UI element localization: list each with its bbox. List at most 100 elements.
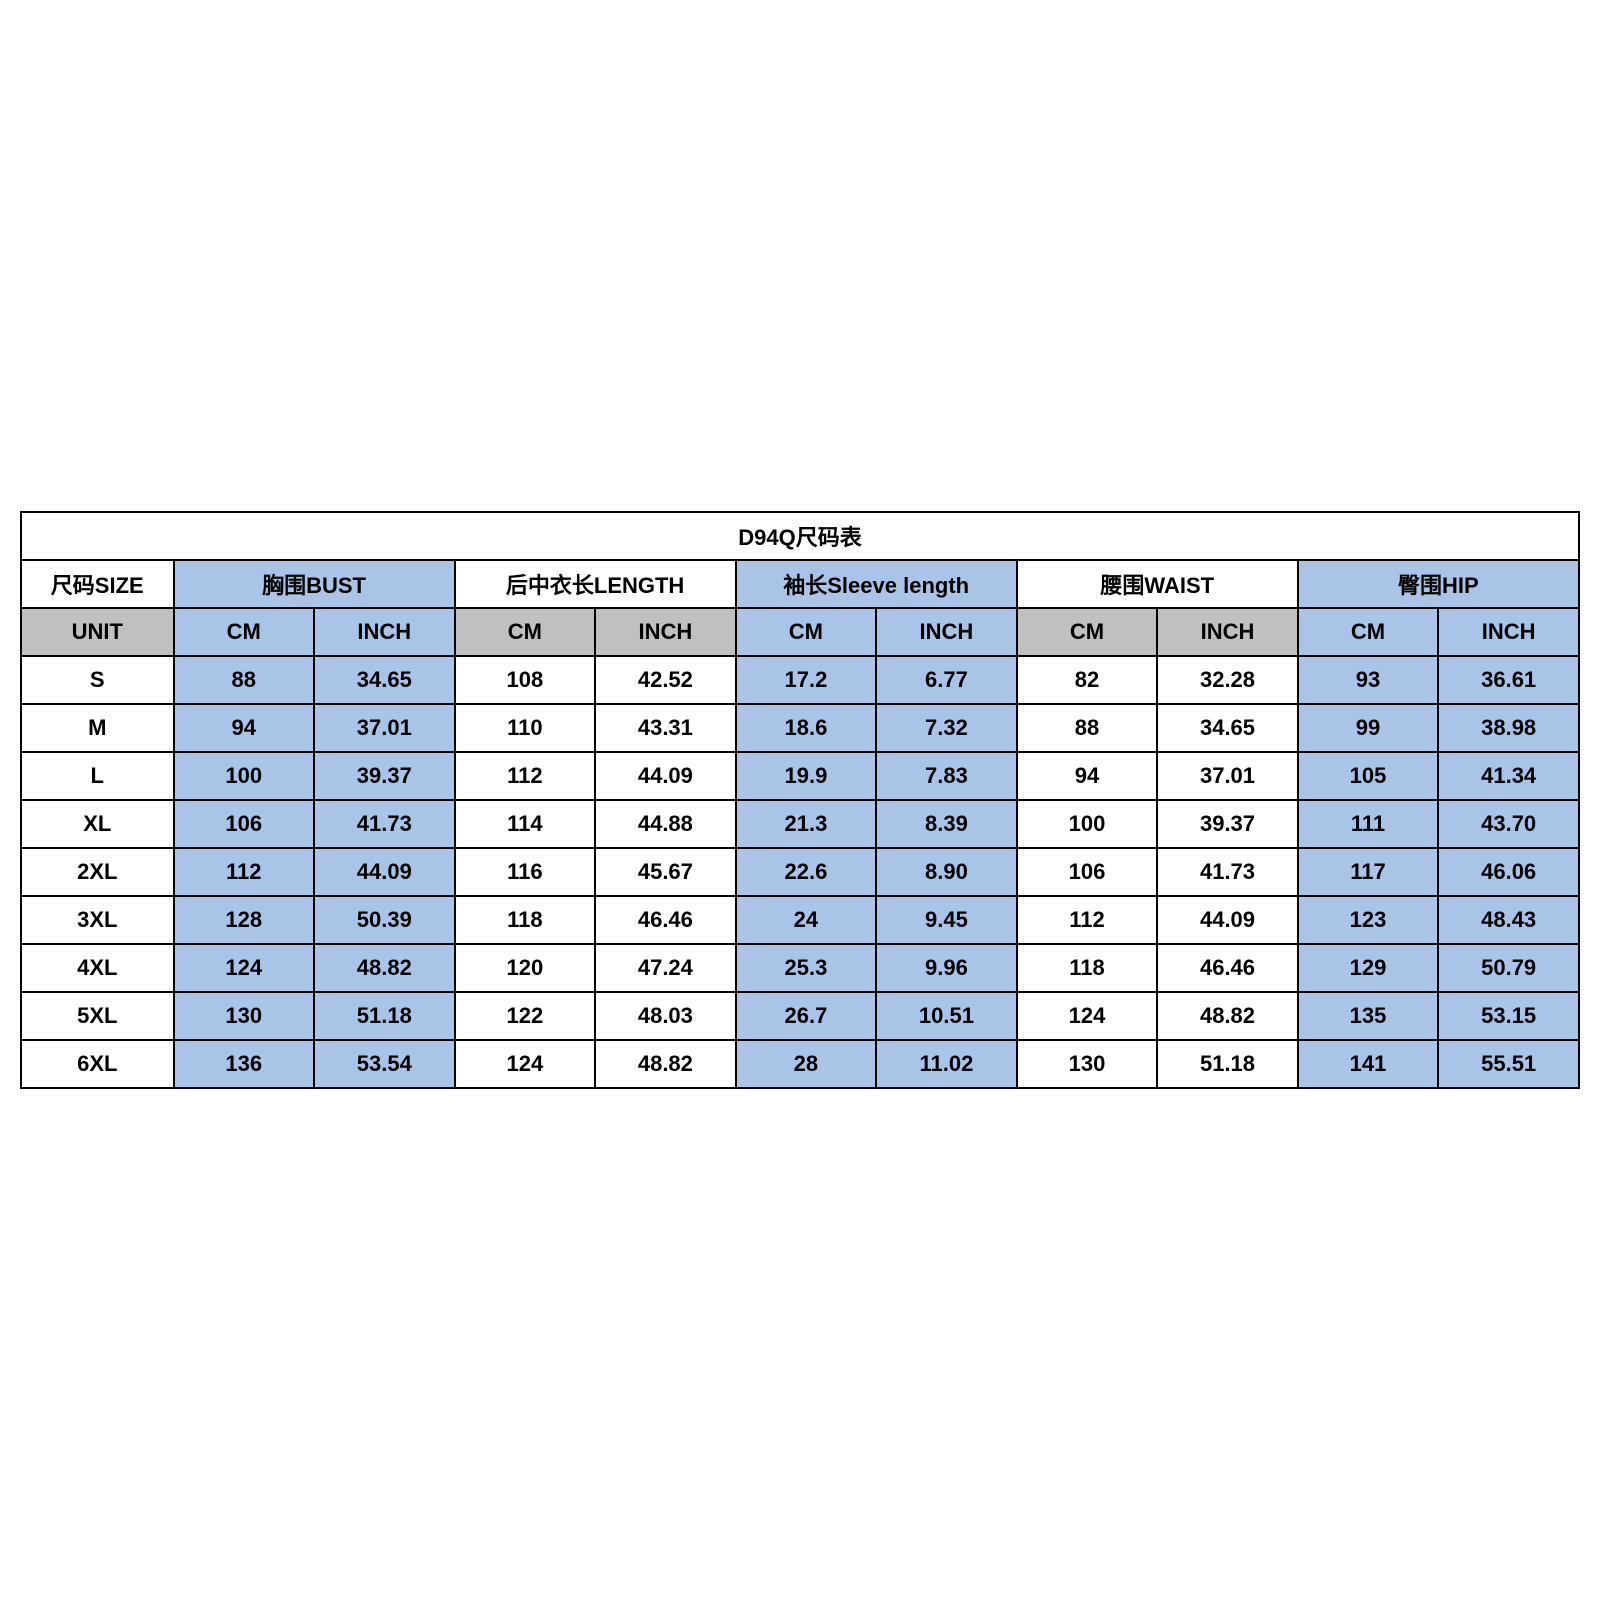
cell-waist-inch: 34.65 bbox=[1157, 704, 1298, 752]
table-row: XL10641.7311444.8821.38.3910039.3711143.… bbox=[21, 800, 1579, 848]
size-label: 5XL bbox=[21, 992, 174, 1040]
cell-sleeve-cm: 24 bbox=[736, 896, 877, 944]
cell-bust-cm: 106 bbox=[174, 800, 315, 848]
cell-hip-inch: 36.61 bbox=[1438, 656, 1579, 704]
size-chart: D94Q尺码表尺码SIZE胸围BUST后中衣长LENGTH袖长Sleeve le… bbox=[20, 511, 1580, 1089]
cell-sleeve-cm: 26.7 bbox=[736, 992, 877, 1040]
header-size: 尺码SIZE bbox=[21, 560, 174, 608]
cell-waist-inch: 51.18 bbox=[1157, 1040, 1298, 1088]
cell-waist-cm: 94 bbox=[1017, 752, 1158, 800]
cell-waist-inch: 37.01 bbox=[1157, 752, 1298, 800]
cell-hip-inch: 48.43 bbox=[1438, 896, 1579, 944]
cell-hip-inch: 46.06 bbox=[1438, 848, 1579, 896]
cell-hip-inch: 55.51 bbox=[1438, 1040, 1579, 1088]
cell-waist-inch: 41.73 bbox=[1157, 848, 1298, 896]
table-row: L10039.3711244.0919.97.839437.0110541.34 bbox=[21, 752, 1579, 800]
table-row: 3XL12850.3911846.46249.4511244.0912348.4… bbox=[21, 896, 1579, 944]
unit-cm-waist: CM bbox=[1017, 608, 1158, 656]
cell-hip-cm: 111 bbox=[1298, 800, 1439, 848]
unit-inch-hip: INCH bbox=[1438, 608, 1579, 656]
cell-waist-cm: 118 bbox=[1017, 944, 1158, 992]
cell-bust-inch: 53.54 bbox=[314, 1040, 455, 1088]
unit-cm-sleeve: CM bbox=[736, 608, 877, 656]
cell-hip-cm: 99 bbox=[1298, 704, 1439, 752]
cell-sleeve-inch: 10.51 bbox=[876, 992, 1017, 1040]
cell-bust-cm: 124 bbox=[174, 944, 315, 992]
cell-waist-inch: 44.09 bbox=[1157, 896, 1298, 944]
cell-length-inch: 45.67 bbox=[595, 848, 736, 896]
cell-length-inch: 43.31 bbox=[595, 704, 736, 752]
cell-bust-inch: 48.82 bbox=[314, 944, 455, 992]
cell-sleeve-cm: 21.3 bbox=[736, 800, 877, 848]
table-row: 6XL13653.5412448.822811.0213051.1814155.… bbox=[21, 1040, 1579, 1088]
cell-sleeve-inch: 7.83 bbox=[876, 752, 1017, 800]
size-label: 4XL bbox=[21, 944, 174, 992]
unit-cm-hip: CM bbox=[1298, 608, 1439, 656]
cell-bust-inch: 39.37 bbox=[314, 752, 455, 800]
cell-sleeve-inch: 6.77 bbox=[876, 656, 1017, 704]
cell-length-cm: 116 bbox=[455, 848, 596, 896]
cell-waist-inch: 32.28 bbox=[1157, 656, 1298, 704]
header-measure-length: 后中衣长LENGTH bbox=[455, 560, 736, 608]
cell-length-inch: 44.88 bbox=[595, 800, 736, 848]
cell-bust-cm: 94 bbox=[174, 704, 315, 752]
cell-length-inch: 47.24 bbox=[595, 944, 736, 992]
cell-length-inch: 48.03 bbox=[595, 992, 736, 1040]
cell-waist-inch: 46.46 bbox=[1157, 944, 1298, 992]
cell-sleeve-inch: 9.45 bbox=[876, 896, 1017, 944]
table-row: 5XL13051.1812248.0326.710.5112448.821355… bbox=[21, 992, 1579, 1040]
cell-hip-cm: 135 bbox=[1298, 992, 1439, 1040]
cell-waist-cm: 130 bbox=[1017, 1040, 1158, 1088]
size-label: L bbox=[21, 752, 174, 800]
cell-length-cm: 112 bbox=[455, 752, 596, 800]
cell-bust-cm: 136 bbox=[174, 1040, 315, 1088]
cell-hip-cm: 123 bbox=[1298, 896, 1439, 944]
cell-sleeve-inch: 9.96 bbox=[876, 944, 1017, 992]
header-measure-sleeve: 袖长Sleeve length bbox=[736, 560, 1017, 608]
cell-length-cm: 124 bbox=[455, 1040, 596, 1088]
unit-cm-bust: CM bbox=[174, 608, 315, 656]
cell-hip-inch: 43.70 bbox=[1438, 800, 1579, 848]
cell-bust-inch: 41.73 bbox=[314, 800, 455, 848]
cell-hip-inch: 41.34 bbox=[1438, 752, 1579, 800]
table-row: 2XL11244.0911645.6722.68.9010641.7311746… bbox=[21, 848, 1579, 896]
cell-bust-inch: 51.18 bbox=[314, 992, 455, 1040]
size-label: XL bbox=[21, 800, 174, 848]
cell-length-cm: 114 bbox=[455, 800, 596, 848]
cell-hip-cm: 129 bbox=[1298, 944, 1439, 992]
cell-sleeve-inch: 8.39 bbox=[876, 800, 1017, 848]
header-measure-hip: 臀围HIP bbox=[1298, 560, 1579, 608]
cell-length-cm: 110 bbox=[455, 704, 596, 752]
unit-inch-waist: INCH bbox=[1157, 608, 1298, 656]
cell-bust-cm: 88 bbox=[174, 656, 315, 704]
table-row: M9437.0111043.3118.67.328834.659938.98 bbox=[21, 704, 1579, 752]
cell-waist-cm: 100 bbox=[1017, 800, 1158, 848]
cell-length-inch: 42.52 bbox=[595, 656, 736, 704]
cell-sleeve-inch: 8.90 bbox=[876, 848, 1017, 896]
cell-sleeve-cm: 22.6 bbox=[736, 848, 877, 896]
cell-length-cm: 108 bbox=[455, 656, 596, 704]
table-row: 4XL12448.8212047.2425.39.9611846.4612950… bbox=[21, 944, 1579, 992]
cell-length-cm: 120 bbox=[455, 944, 596, 992]
size-label: S bbox=[21, 656, 174, 704]
cell-hip-inch: 53.15 bbox=[1438, 992, 1579, 1040]
unit-inch-bust: INCH bbox=[314, 608, 455, 656]
cell-sleeve-cm: 17.2 bbox=[736, 656, 877, 704]
cell-bust-inch: 37.01 bbox=[314, 704, 455, 752]
header-measure-bust: 胸围BUST bbox=[174, 560, 455, 608]
unit-inch-length: INCH bbox=[595, 608, 736, 656]
size-label: 6XL bbox=[21, 1040, 174, 1088]
cell-length-inch: 46.46 bbox=[595, 896, 736, 944]
cell-waist-cm: 112 bbox=[1017, 896, 1158, 944]
size-label: 3XL bbox=[21, 896, 174, 944]
cell-hip-inch: 50.79 bbox=[1438, 944, 1579, 992]
cell-hip-inch: 38.98 bbox=[1438, 704, 1579, 752]
cell-bust-cm: 130 bbox=[174, 992, 315, 1040]
size-label: 2XL bbox=[21, 848, 174, 896]
cell-waist-cm: 88 bbox=[1017, 704, 1158, 752]
cell-bust-cm: 100 bbox=[174, 752, 315, 800]
cell-length-inch: 44.09 bbox=[595, 752, 736, 800]
table-row: S8834.6510842.5217.26.778232.289336.61 bbox=[21, 656, 1579, 704]
cell-sleeve-inch: 11.02 bbox=[876, 1040, 1017, 1088]
cell-sleeve-inch: 7.32 bbox=[876, 704, 1017, 752]
